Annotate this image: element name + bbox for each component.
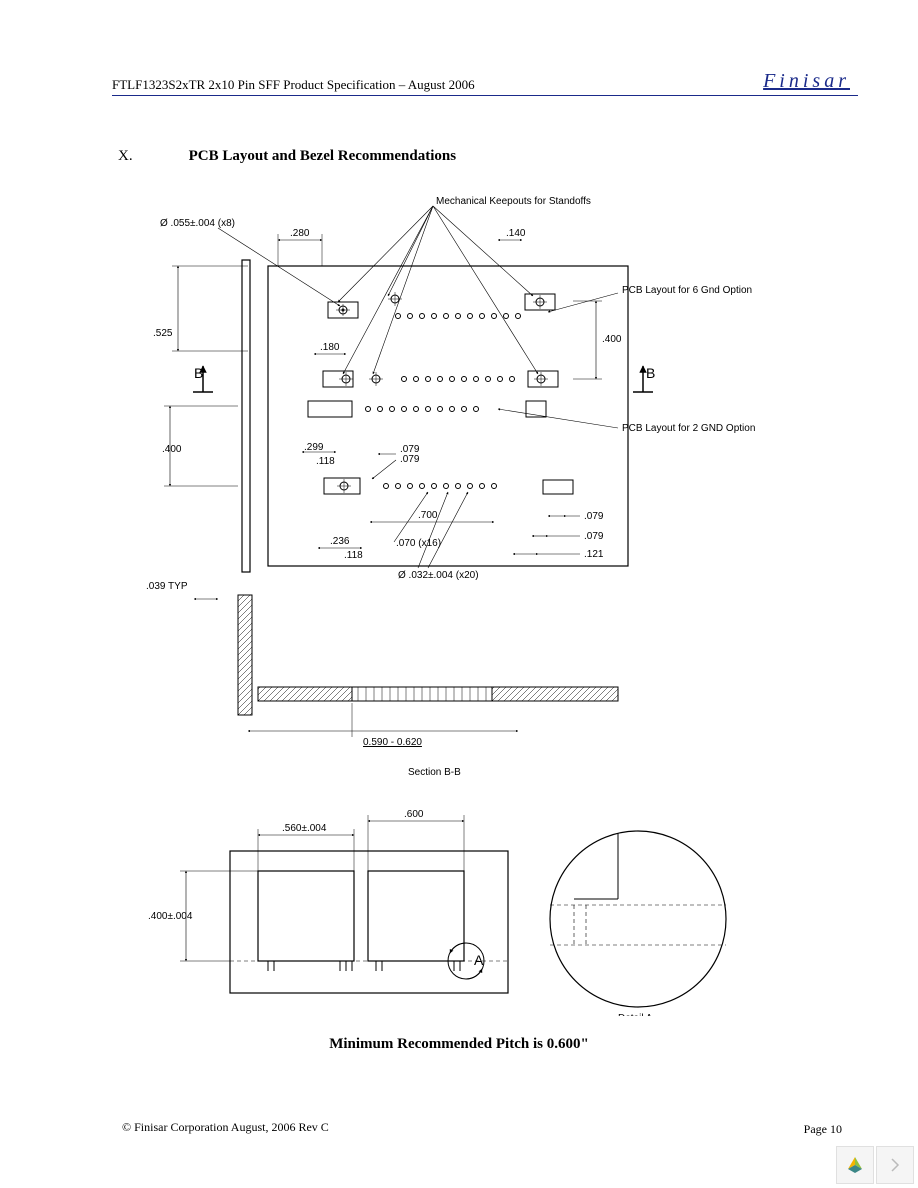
svg-text:.118: .118 [316,456,335,467]
page-header: FTLF1323S2xTR 2x10 Pin SFF Product Speci… [112,70,858,96]
pcb-layout-diagram: B B Mechanical Keepouts for Standoffs Ø … [118,196,826,1016]
header-brand: Finisar [763,70,858,93]
svg-text:B: B [646,365,655,381]
svg-text:.079: .079 [584,531,604,542]
svg-text:A: A [474,952,484,968]
svg-text:Detail A: Detail A [618,1013,653,1016]
front-view: .560±.004 .600 .400±.004 A Detail A [148,809,726,1016]
svg-text:PCB Layout for 2 GND Option: PCB Layout for 2 GND Option [622,423,755,434]
nav-next-icon[interactable] [876,1146,914,1184]
svg-text:.039 TYP: .039 TYP [146,581,188,592]
minimum-pitch-note: Minimum Recommended Pitch is 0.600" [0,1036,918,1053]
footer-copyright: © Finisar Corporation August, 2006 Rev C [122,1120,329,1135]
nav-logo-icon[interactable] [836,1146,874,1184]
top-view: B B Mechanical Keepouts for Standoffs Ø … [153,196,755,581]
svg-text:Mechanical Keepouts for Stando: Mechanical Keepouts for Standoffs [436,196,591,207]
svg-text:.121: .121 [584,549,604,560]
svg-text:.400: .400 [162,444,182,455]
svg-text:.070 (x16): .070 (x16) [396,538,441,549]
svg-text:.400: .400 [602,334,622,345]
svg-text:B: B [194,365,203,381]
svg-text:0.590 - 0.620: 0.590 - 0.620 [363,737,422,748]
svg-text:.236: .236 [330,536,350,547]
svg-text:.140: .140 [506,228,526,239]
section-heading: X. PCB Layout and Bezel Recommendations [118,148,456,165]
svg-text:.118: .118 [344,550,363,561]
svg-text:Ø .032±.004 (x20): Ø .032±.004 (x20) [398,570,479,581]
svg-text:.525: .525 [153,328,173,339]
footer-page-number: Page 10 [804,1122,842,1137]
section-title: PCB Layout and Bezel Recommendations [189,148,457,165]
page-nav-widget [836,1146,914,1184]
section-number: X. [118,148,133,165]
svg-text:Section B-B: Section B-B [408,767,461,778]
svg-text:.280: .280 [290,228,310,239]
side-view: .039 TYP 0. [146,581,618,778]
svg-text:.299: .299 [304,442,324,453]
svg-text:.700: .700 [418,510,438,521]
svg-text:.560±.004: .560±.004 [282,823,327,834]
header-doc-title: FTLF1323S2xTR 2x10 Pin SFF Product Speci… [112,77,475,93]
svg-text:.400±.004: .400±.004 [148,911,193,922]
svg-text:.600: .600 [404,809,424,820]
svg-text:.079: .079 [400,454,420,465]
svg-text:.079: .079 [584,511,604,522]
svg-text:Ø .055±.004 (x8): Ø .055±.004 (x8) [160,218,235,229]
svg-text:PCB Layout for 6 Gnd Option: PCB Layout for 6 Gnd Option [622,285,752,296]
svg-text:.180: .180 [320,342,340,353]
